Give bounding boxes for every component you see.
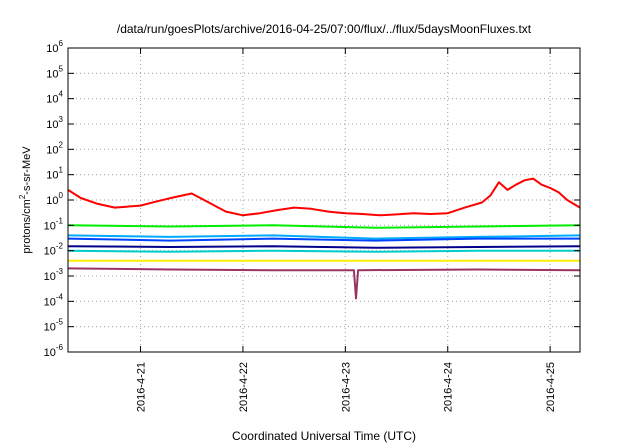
- series-line-1: [67, 177, 581, 217]
- y-tick-label: 101: [46, 166, 63, 182]
- data-series: [67, 177, 581, 300]
- y-tick-label: 10-2: [44, 242, 64, 258]
- series-line-3: [67, 234, 581, 240]
- grid-lines: [68, 48, 580, 352]
- x-tick-label: 2016-4-22: [238, 362, 250, 412]
- x-tick-label: 2016-4-25: [545, 362, 557, 412]
- y-axis-label-part: -s-sr-MeV: [21, 146, 33, 195]
- x-tick-label: 2016-4-24: [443, 362, 455, 412]
- x-tick-label: 2016-4-23: [340, 362, 352, 412]
- y-tick-label: 106: [46, 39, 63, 55]
- y-axis-label-part: protons/cm: [21, 199, 33, 253]
- series-line-6: [67, 249, 580, 253]
- y-tick-label: 103: [46, 115, 63, 131]
- svg-text:protons/cm2-s-sr-MeV: protons/cm2-s-sr-MeV: [18, 146, 33, 254]
- series-line-8: [67, 267, 581, 300]
- series-line-5: [67, 245, 581, 249]
- y-tick-label: 104: [46, 90, 63, 106]
- y-tick-label: 10-5: [44, 318, 64, 334]
- series-line-2: [67, 224, 581, 229]
- y-tick-label: 10-4: [44, 292, 64, 308]
- x-axis-label: Coordinated Universal Time (UTC): [232, 429, 416, 443]
- y-axis-label-exponent: 2: [18, 194, 27, 199]
- y-tick-label: 10-3: [44, 267, 64, 283]
- y-axis-label: protons/cm2-s-sr-MeV: [18, 146, 33, 254]
- x-tick-label: 2016-4-21: [136, 362, 148, 412]
- chart-title: /data/run/goesPlots/archive/2016-04-25/0…: [117, 22, 532, 36]
- y-tick-label: 100: [46, 191, 63, 207]
- axis-ticks: 10-6 10-5 10-4 10-3 10-2 10-1 100 101 102 103 104 1…: [44, 39, 580, 412]
- y-tick-label: 10-1: [44, 216, 64, 232]
- y-tick-label: 102: [46, 140, 63, 156]
- y-tick-label: 105: [46, 64, 63, 80]
- series-line-4: [67, 237, 580, 242]
- y-tick-label: 10-6: [44, 343, 64, 359]
